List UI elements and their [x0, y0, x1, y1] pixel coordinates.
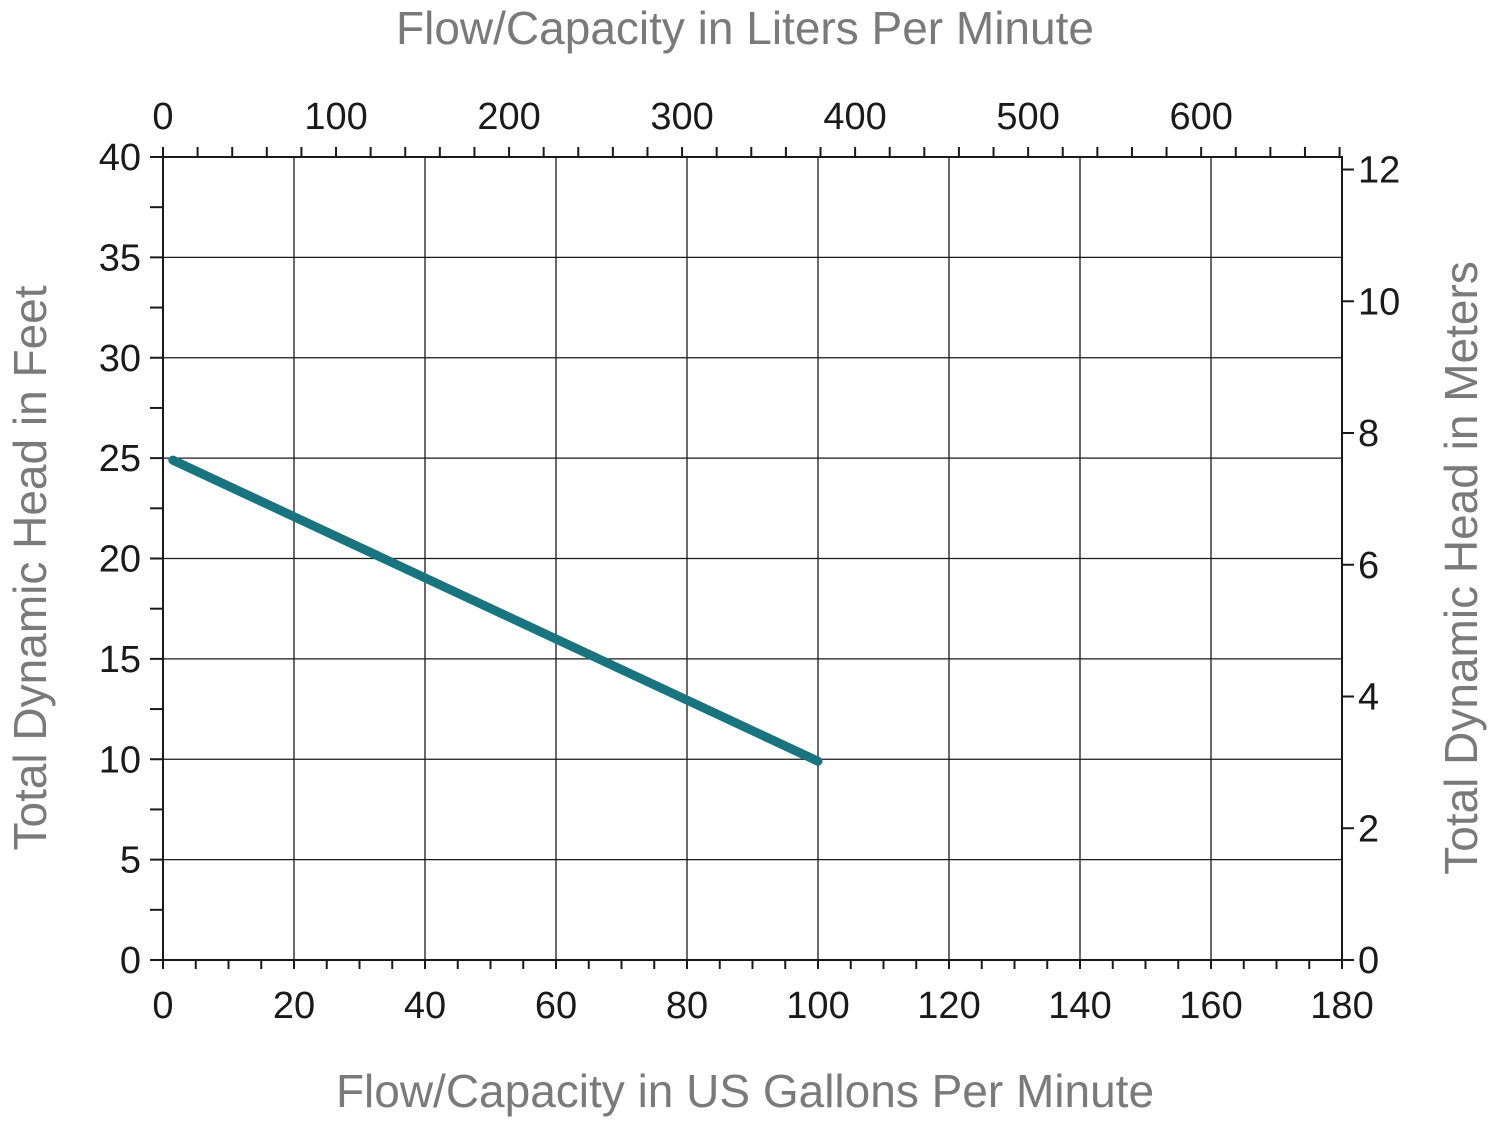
x-tick-label: 40 — [404, 985, 446, 1027]
x2-tick-label: 300 — [650, 96, 713, 138]
y-tick-label: 15 — [99, 639, 141, 681]
x-tick-label: 100 — [786, 985, 849, 1027]
y2-tick-label: 8 — [1358, 413, 1379, 455]
y-tick-label: 5 — [120, 840, 141, 882]
x-tick-label: 120 — [917, 985, 980, 1027]
x-tick-label: 0 — [152, 985, 173, 1027]
y-tick-label: 0 — [120, 940, 141, 982]
y-tick-label: 40 — [99, 137, 141, 179]
y-tick-label: 20 — [99, 539, 141, 581]
x2-tick-label: 600 — [1169, 96, 1232, 138]
x2-tick-label: 0 — [152, 96, 173, 138]
x-tick-label: 20 — [273, 985, 315, 1027]
y2-tick-label: 12 — [1358, 150, 1400, 192]
x2-tick-label: 200 — [477, 96, 540, 138]
x2-tick-label: 500 — [996, 96, 1059, 138]
pump-curve-line — [168, 455, 823, 766]
y2-tick-label: 6 — [1358, 545, 1379, 587]
top-axis-title: Flow/Capacity in Liters Per Minute — [396, 2, 1094, 54]
x-tick-label: 160 — [1179, 985, 1242, 1027]
y2-tick-label: 10 — [1358, 281, 1400, 323]
x-tick-label: 80 — [666, 985, 708, 1027]
left-axis-title: Total Dynamic Head in Feet — [4, 285, 56, 850]
y2-tick-label: 2 — [1358, 808, 1379, 850]
y-tick-label: 35 — [99, 237, 141, 279]
x2-tick-label: 100 — [304, 96, 367, 138]
x2-tick-label: 400 — [823, 96, 886, 138]
right-axis-title: Total Dynamic Head in Meters — [1435, 261, 1487, 875]
y2-tick-label: 0 — [1358, 940, 1379, 982]
y-tick-label: 25 — [99, 438, 141, 480]
x-tick-label: 180 — [1310, 985, 1373, 1027]
axis-ticks — [150, 147, 1354, 969]
y2-tick-label: 4 — [1358, 677, 1379, 719]
y-tick-label: 30 — [99, 338, 141, 380]
y-tick-label: 10 — [99, 739, 141, 781]
x-tick-label: 140 — [1048, 985, 1111, 1027]
axis-tick-labels: 0 20 40 60 80 100 120 140 160 1800510152025303540… — [99, 96, 1401, 1027]
grid-lines — [163, 157, 1342, 960]
x-tick-label: 60 — [535, 985, 577, 1027]
data-series — [168, 455, 823, 766]
bottom-axis-title: Flow/Capacity in US Gallons Per Minute — [336, 1065, 1154, 1117]
